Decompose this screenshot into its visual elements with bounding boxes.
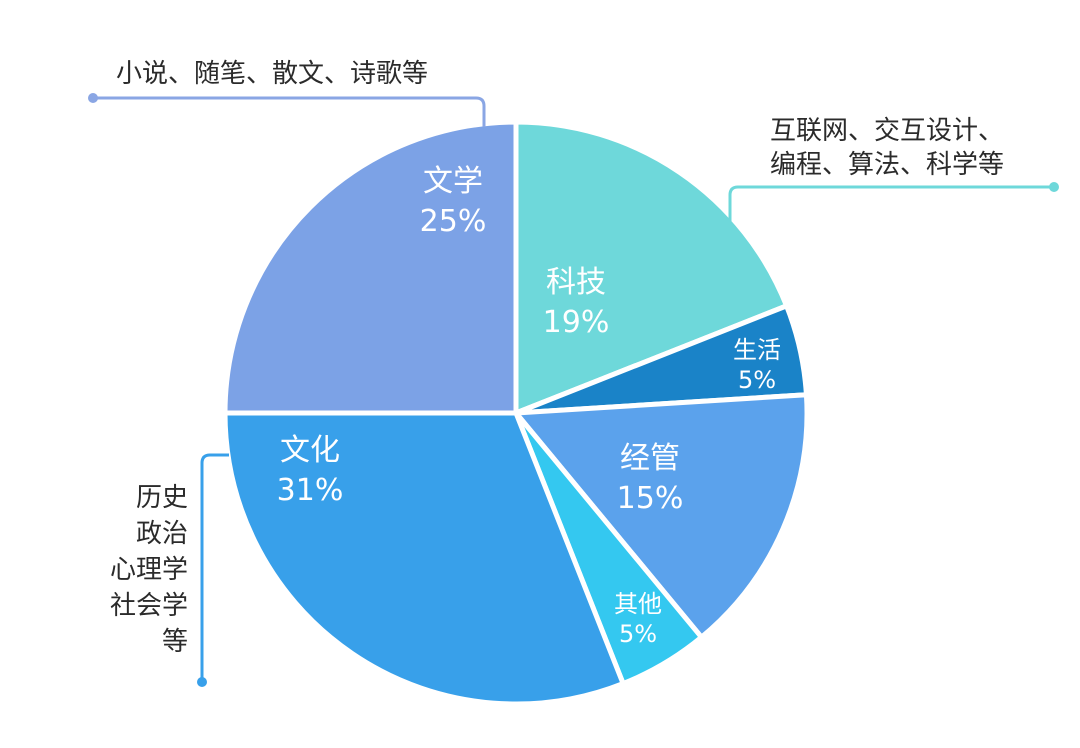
- callout-dot-wenhua: [197, 677, 207, 687]
- pie-slices: [222, 119, 810, 707]
- slice-name-label-5: 文学: [423, 164, 483, 199]
- callout-line-wenxue: [93, 96, 486, 127]
- slice-name-label-3: 其他: [614, 590, 662, 618]
- callout-text-keji-line1: 互联网、交互设计、: [770, 116, 1004, 146]
- pie-slice-2: [513, 392, 810, 640]
- callout-text-wenhua-line2: 政治: [136, 519, 188, 549]
- callout-text-keji-line2: 编程、算法、科学等: [770, 150, 1004, 180]
- callout-line-keji: [728, 185, 1054, 222]
- callout-text-wenhua-line3: 心理学: [110, 555, 188, 585]
- callout-text-wenhua-line1: 历史: [136, 483, 188, 513]
- slice-pct-label-4: 31%: [277, 473, 344, 508]
- callout-wenxue: 小说、随笔、散文、诗歌等: [88, 59, 486, 127]
- pie-slice-0: [513, 119, 790, 416]
- slice-name-label-2: 经管: [620, 441, 680, 476]
- pie-slice-5: [222, 119, 519, 416]
- slice-name-label-4: 文化: [280, 433, 340, 468]
- callout-dot-wenxue: [88, 93, 98, 103]
- callout-text-wenhua-line5: 等: [162, 627, 188, 657]
- callout-text-wenxue: 小说、随笔、散文、诗歌等: [116, 59, 428, 89]
- callout-wenhua: 历史 政治 心理学 社会学 等: [110, 453, 229, 687]
- callout-text-wenhua-line4: 社会学: [110, 591, 188, 621]
- slice-pct-label-3: 5%: [619, 620, 657, 648]
- slice-name-label-0: 科技: [546, 265, 606, 300]
- slice-pct-label-1: 5%: [738, 366, 776, 394]
- callout-keji: 互联网、交互设计、 编程、算法、科学等: [728, 116, 1059, 222]
- slice-name-label-1: 生活: [733, 336, 781, 364]
- slice-pct-label-5: 25%: [420, 204, 487, 239]
- slice-pct-label-2: 15%: [617, 481, 684, 516]
- callout-dot-keji: [1049, 182, 1059, 192]
- pie-slice-4: [222, 410, 626, 707]
- callout-line-wenhua: [200, 453, 229, 682]
- slice-pct-label-0: 19%: [543, 305, 610, 340]
